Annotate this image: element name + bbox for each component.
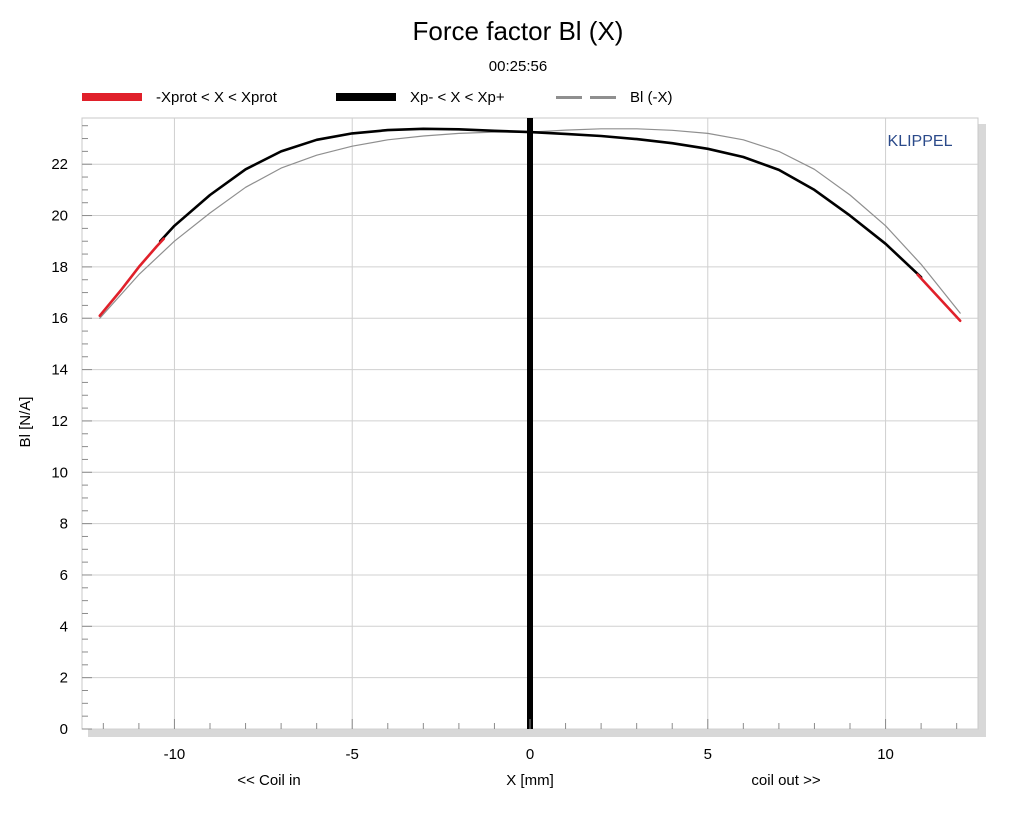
y-tick-label: 0 [60,721,68,738]
x-right-annotation: coil out >> [751,772,820,789]
series-line-1 [916,273,962,323]
series-line-0 [98,237,166,318]
brand-label: KLIPPEL [888,133,953,150]
x-tick-label: -5 [346,746,359,763]
y-tick-label: 14 [51,362,68,379]
legend-swatch-gray-dashed [556,95,616,99]
y-tick-label: 4 [60,618,68,635]
y-tick-label: 6 [60,567,68,584]
chart-title: Force factor Bl (X) [412,16,624,46]
x-left-annotation: << Coil in [237,772,300,789]
plot-shadow-right [978,124,986,737]
chart-subtitle: 00:25:56 [488,58,548,75]
legend-item-xp: Xp- < X < Xp+ [336,87,505,107]
y-tick-label: 22 [51,156,68,173]
legend-swatch-black [336,93,396,101]
legend-item-bl-minus-x: Bl (-X) [556,87,673,107]
y-tick-label: 8 [60,516,68,533]
plot-shadow-bottom [88,729,986,737]
legend-swatch-red [82,93,142,101]
y-tick-label: 10 [51,464,68,481]
y-tick-label: 18 [51,259,68,276]
legend-label-xp: Xp- < X < Xp+ [410,88,505,106]
x-tick-label: 5 [704,746,712,763]
x-tick-label: -10 [164,746,186,763]
legend-label-xprot: -Xprot < X < Xprot [156,88,277,106]
legend-item-xprot: -Xprot < X < Xprot [82,87,277,107]
y-tick-label: 12 [51,413,68,430]
x-axis-label: X [mm] [506,772,554,789]
y-tick-label: 20 [51,208,68,225]
x-tick-label: 10 [877,746,894,763]
y-tick-label: 2 [60,670,68,687]
y-tick-label: 16 [51,310,68,327]
x-tick-label: 0 [526,746,534,763]
y-axis-label: Bl [N/A] [17,397,34,448]
legend-label-bl-minus-x: Bl (-X) [630,88,673,106]
